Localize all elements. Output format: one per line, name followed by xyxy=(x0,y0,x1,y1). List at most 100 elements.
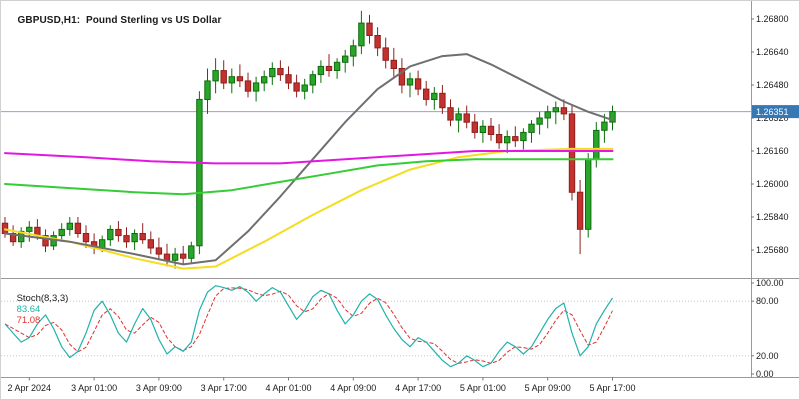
candle-bullish xyxy=(536,117,543,125)
candle-bearish xyxy=(487,125,495,136)
candle-bearish xyxy=(366,22,373,36)
candle-bullish xyxy=(342,55,349,63)
candle-bearish xyxy=(9,233,17,243)
candle-bearish xyxy=(155,247,163,255)
indicator-name: Stoch(8,3,3) xyxy=(16,293,69,304)
candle-bearish xyxy=(374,35,381,49)
candle-bullish xyxy=(479,125,487,134)
candle-bullish xyxy=(58,228,65,237)
candle-bullish xyxy=(212,70,219,82)
stoch-signal-line xyxy=(4,287,613,364)
candle-bearish xyxy=(285,74,292,84)
candle-bullish xyxy=(609,111,616,123)
price-axis-label: 1.26000 xyxy=(756,179,789,189)
candle-bullish xyxy=(204,80,211,101)
candle-bearish xyxy=(82,233,90,243)
candle-bullish xyxy=(66,222,73,230)
candle-bullish xyxy=(317,65,325,76)
candle-bearish xyxy=(568,113,576,193)
candle-bearish xyxy=(560,107,568,115)
time-axis-label: 4 Apr 01:00 xyxy=(265,383,311,393)
stoch-main-line xyxy=(4,285,614,368)
candle-bearish xyxy=(414,78,422,90)
price-axis-label: 1.25840 xyxy=(756,212,789,222)
candle-bullish xyxy=(228,76,236,84)
candle-bullish xyxy=(188,245,195,259)
indicator-label: Stoch(8,3,3) 83.64 71.08 xyxy=(6,282,72,337)
time-axis-label: 3 Apr 09:00 xyxy=(136,383,182,393)
candle-bullish xyxy=(431,92,438,101)
stoch-axis-label: 0.00 xyxy=(756,369,774,379)
candle-bearish xyxy=(42,235,49,247)
candle-bearish xyxy=(139,233,146,241)
symbol-label: GBPUSD,H1: Pound Sterling vs US Dollar xyxy=(6,4,222,37)
price-axis-label: 1.26160 xyxy=(756,146,789,156)
time-axis-label: 5 Apr 01:00 xyxy=(460,383,506,393)
candle-bearish xyxy=(463,113,470,123)
candle-bullish xyxy=(601,121,608,131)
stoch-axis-label: 20.00 xyxy=(756,351,779,361)
candle-bearish xyxy=(277,68,284,76)
candle-bearish xyxy=(447,107,454,121)
time-axis-label: 4 Apr 17:00 xyxy=(395,383,441,393)
time-axis-label: 4 Apr 09:00 xyxy=(330,383,376,393)
candle-bearish xyxy=(439,92,446,109)
candle-bullish xyxy=(261,76,268,84)
time-axis-label: 2 Apr 2024 xyxy=(8,383,52,393)
candle-bearish xyxy=(471,121,479,133)
candle-bullish xyxy=(333,61,341,71)
stoch-axis-label: 100.00 xyxy=(756,278,784,288)
candle-bearish xyxy=(398,68,406,86)
ma-gray-line xyxy=(4,53,614,266)
time-axis-label: 3 Apr 01:00 xyxy=(71,383,117,393)
candle-bullish xyxy=(406,78,414,86)
price-axis-label: 1.26640 xyxy=(756,47,789,57)
candle-bearish xyxy=(220,70,227,84)
candle-bearish xyxy=(163,253,171,261)
candle-bearish xyxy=(180,253,187,259)
candle-bullish xyxy=(196,98,203,247)
candle-bullish xyxy=(552,107,559,113)
candle-bearish xyxy=(244,80,252,92)
candle-bearish xyxy=(390,59,398,69)
candle-bearish xyxy=(74,222,82,234)
candle-bullish xyxy=(544,111,551,119)
candle-bullish xyxy=(107,228,114,241)
candle-bullish xyxy=(171,253,179,261)
price-axis-label: 1.25680 xyxy=(756,245,789,255)
candle-bearish xyxy=(1,222,9,234)
candle-bullish xyxy=(455,113,462,121)
candle-bullish xyxy=(520,131,527,142)
symbol-label-text: GBPUSD,H1: Pound Sterling vs US Dollar xyxy=(17,15,222,26)
candles-layer xyxy=(1,10,616,269)
price-axis-label: 1.26480 xyxy=(756,80,789,90)
candle-bullish xyxy=(269,68,276,78)
indicator-main-value: 83.64 xyxy=(16,304,41,315)
candle-bullish xyxy=(358,22,365,47)
time-axis-label: 5 Apr 17:00 xyxy=(589,383,635,393)
candle-bearish xyxy=(382,47,389,61)
time-axis-label: 5 Apr 09:00 xyxy=(525,383,571,393)
candle-bearish xyxy=(325,65,333,72)
current-price-badge xyxy=(752,105,799,119)
candle-bearish xyxy=(123,235,130,243)
candle-bullish xyxy=(309,74,317,86)
candle-bullish xyxy=(528,123,535,133)
candle-bearish xyxy=(495,134,503,144)
candle-bullish xyxy=(504,136,511,144)
stoch-axis-label: 80.00 xyxy=(756,296,779,306)
ma-magenta-line xyxy=(4,150,614,165)
time-axis-label: 3 Apr 17:00 xyxy=(201,383,247,393)
price-axis-label: 1.26800 xyxy=(756,14,789,24)
ma-green-line xyxy=(4,158,614,196)
candle-bearish xyxy=(576,191,584,230)
candle-bearish xyxy=(236,76,244,82)
candle-bullish xyxy=(301,84,308,92)
candle-bearish xyxy=(115,228,122,237)
candle-bullish xyxy=(350,45,357,57)
candle-bearish xyxy=(423,88,430,100)
candle-bearish xyxy=(293,82,300,92)
candle-bullish xyxy=(252,82,260,92)
